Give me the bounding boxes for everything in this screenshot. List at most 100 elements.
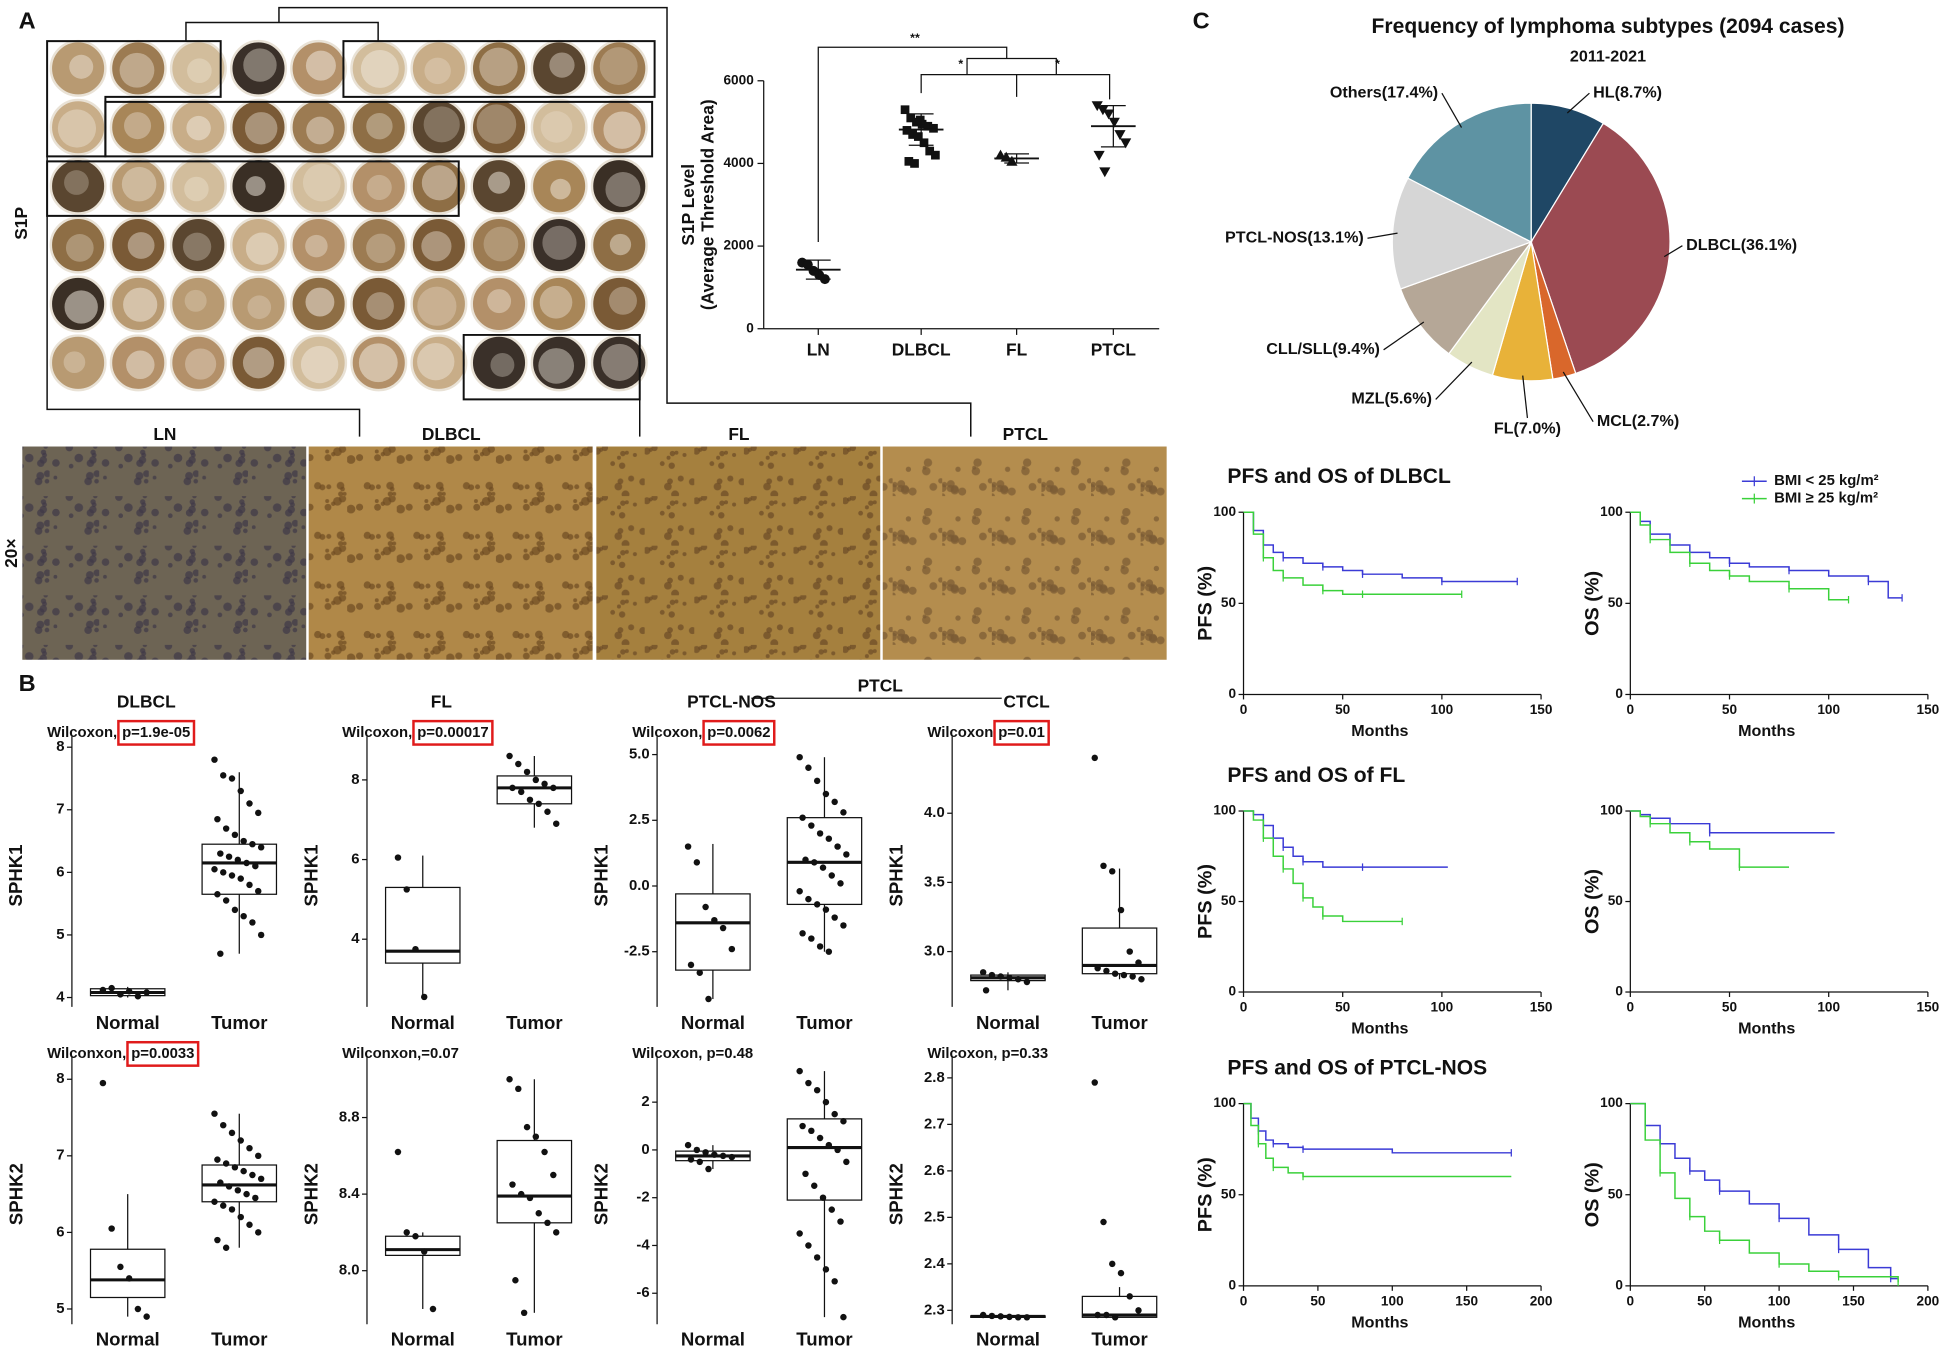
legend-label: BMI ≥ 25 kg/m² [1774, 491, 1878, 507]
data-point [234, 1187, 242, 1194]
data-point [705, 995, 712, 1003]
data-point [544, 1219, 551, 1227]
tma-core [290, 216, 348, 274]
tma-core-inner [185, 348, 217, 380]
significance-bracket [966, 57, 1057, 75]
data-point [979, 969, 987, 976]
data-point [840, 809, 847, 816]
y-tick-label: 5 [56, 927, 64, 943]
x-tick-label: PTCL [1091, 340, 1137, 360]
data-point [910, 159, 919, 168]
data-point [246, 1144, 253, 1152]
data-point [819, 1194, 827, 1201]
y-tick-label: 7 [56, 802, 64, 818]
panel-title: PFS and OS of DLBCL [1227, 465, 1451, 488]
x-tick-label: Tumor [796, 1012, 852, 1033]
y-axis-title: OS (%) [1581, 1162, 1603, 1227]
data-point [802, 856, 809, 863]
x-tick-label: Normal [391, 1012, 455, 1033]
data-point [805, 895, 812, 903]
data-point [1111, 970, 1119, 977]
panel-title: PTCL-NOS [687, 692, 776, 712]
data-point [840, 1313, 847, 1321]
tma-core [410, 98, 468, 156]
y-tick-label: 2.3 [924, 1302, 945, 1318]
data-point [1023, 978, 1031, 986]
significance-label: * [1055, 57, 1060, 71]
data-point [843, 1158, 850, 1166]
tma-core-inner [245, 176, 266, 197]
data-point [117, 991, 124, 998]
x-axis-title: Months [1738, 722, 1795, 740]
slice-label: CLL/SLL(9.4%) [1266, 340, 1380, 358]
data-point [520, 1309, 528, 1317]
data-point [1006, 1313, 1013, 1321]
data-point [523, 768, 531, 776]
leader-line [1435, 361, 1473, 400]
dendrogram [278, 6, 972, 437]
tma-core-inner [366, 112, 393, 140]
data-point [1117, 906, 1125, 914]
tma-core-inner [358, 343, 398, 383]
data-point [255, 1152, 262, 1160]
data-point [237, 875, 244, 882]
y-axis-title: SPHK1 [5, 845, 26, 907]
tma-core [590, 275, 648, 333]
data-point [246, 881, 253, 889]
tma-core-inner [487, 289, 512, 314]
tma-core [410, 334, 468, 392]
tma-core [530, 275, 588, 333]
data-point [255, 887, 262, 895]
dendrogram [46, 156, 361, 437]
tma-core-inner [305, 234, 328, 258]
tma-core-inner [305, 50, 336, 81]
data-point [1014, 1314, 1022, 1321]
y-tick-label: 8 [351, 772, 359, 788]
x-tick-label: Tumor [211, 1012, 267, 1033]
data-point [728, 945, 736, 953]
x-tick-label: 150 [1917, 702, 1940, 717]
tma-core-inner [183, 232, 212, 261]
survival-curve [1630, 810, 1835, 834]
survival-curve [1630, 1102, 1899, 1280]
y-axis-title: OS (%) [1581, 869, 1603, 934]
data-point [828, 1206, 835, 1213]
tma-core-inner [124, 112, 152, 140]
tma-core [229, 39, 288, 97]
data-point [544, 808, 551, 815]
data-point [535, 1210, 542, 1217]
tma-core-inner [69, 54, 94, 79]
data-point [506, 1076, 513, 1083]
tma-core [109, 98, 167, 156]
data-point [1103, 967, 1110, 975]
y-tick-label: 3.0 [924, 943, 945, 959]
survival-curve [1630, 1102, 1899, 1283]
data-point [802, 1170, 809, 1178]
data-point [249, 840, 256, 848]
y-axis-title: SPHK2 [5, 1163, 26, 1225]
tma-core [290, 157, 348, 215]
data-point [222, 1244, 230, 1251]
y-tick-label: 0 [641, 1142, 649, 1158]
data-point [532, 776, 540, 784]
tma-core [109, 216, 167, 274]
x-tick-label: Tumor [506, 1012, 562, 1033]
x-tick-label: 100 [1817, 1000, 1840, 1015]
x-tick-label: 50 [1722, 1000, 1738, 1015]
data-point [214, 891, 221, 898]
tma-core-inner [119, 52, 155, 88]
x-tick-label: Normal [976, 1012, 1040, 1033]
micrograph [308, 446, 593, 660]
tma-core [229, 275, 288, 333]
data-point [719, 1152, 727, 1160]
data-point [249, 919, 256, 926]
panel-title: PFS and OS of PTCL-NOS [1227, 1056, 1487, 1079]
x-tick-label: 150 [1842, 1294, 1865, 1309]
significance-bracket [1016, 73, 1111, 100]
pie-slice [1391, 177, 1533, 290]
tma-core [350, 275, 408, 333]
tma-core-inner [63, 351, 86, 374]
data-point [808, 935, 815, 942]
data-point [931, 150, 940, 160]
